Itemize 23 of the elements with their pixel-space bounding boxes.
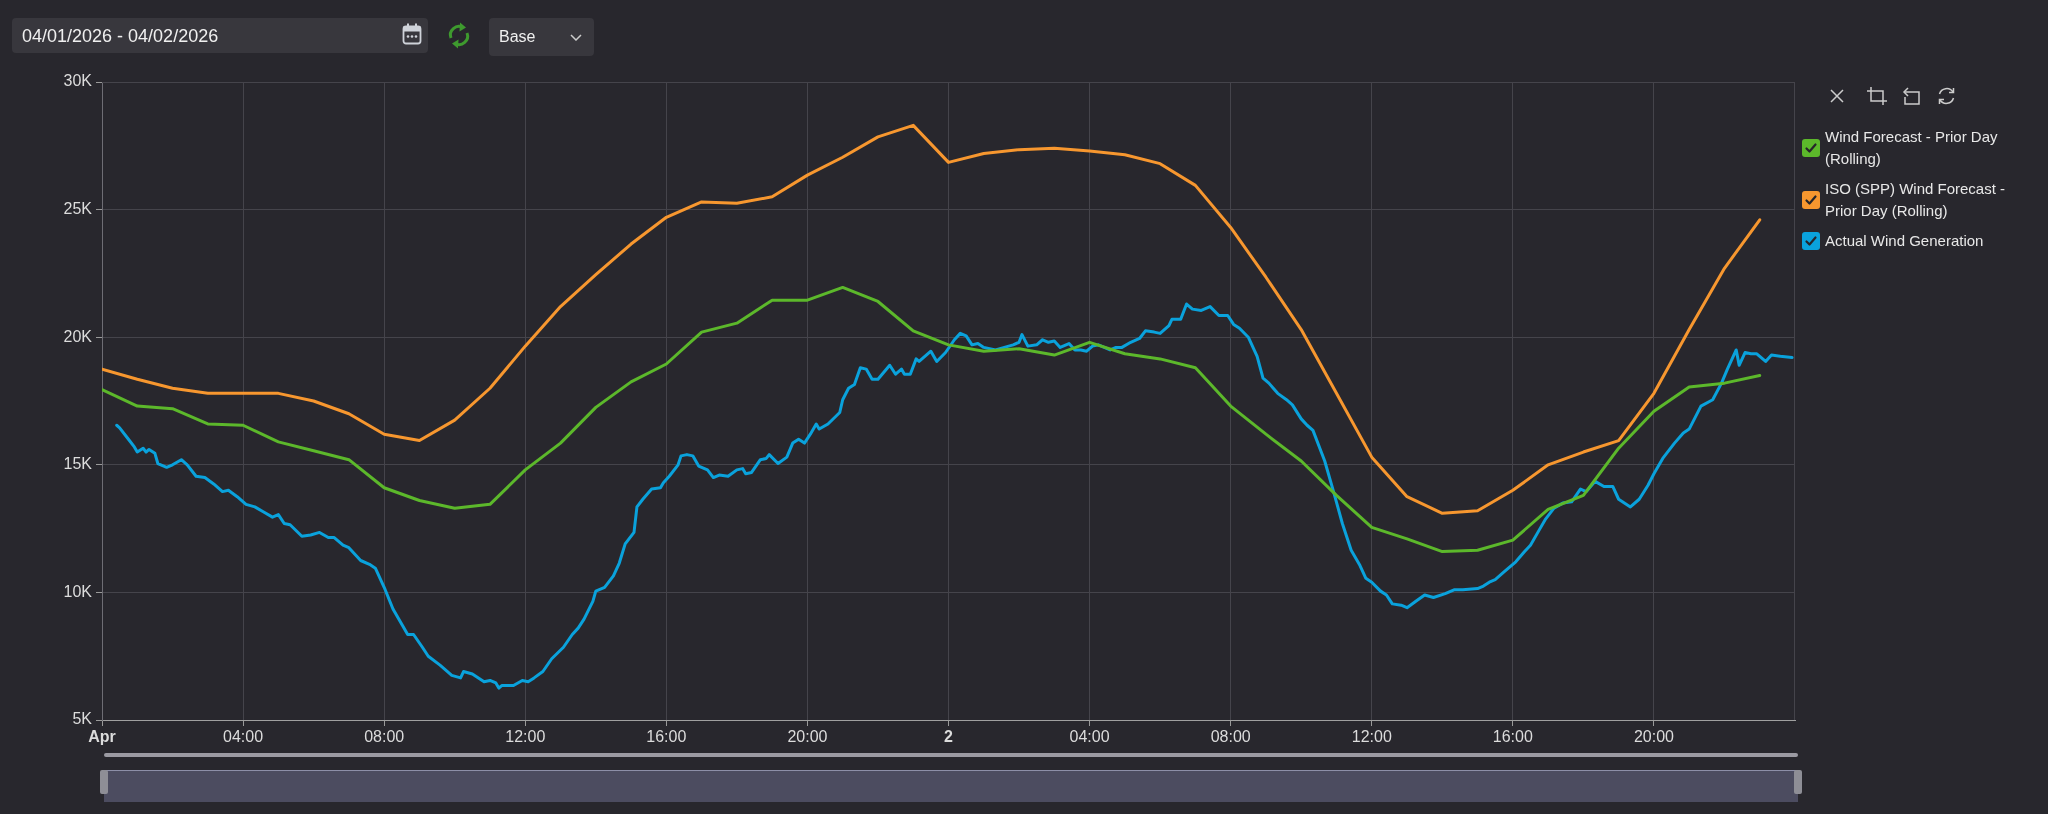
legend-label: ISO (SPP) Wind Forecast - Prior Day (Rolling)	[1825, 179, 2007, 221]
y-tick-label: 30K	[63, 72, 93, 90]
x-tick-label: 12:00	[505, 728, 546, 746]
x-tick-label: 08:00	[364, 728, 405, 746]
y-tick-label: 5K	[72, 710, 93, 728]
x-tick-label: 20:00	[787, 728, 828, 746]
x-tick-label: Apr	[88, 728, 116, 746]
legend-label: Actual Wind Generation	[1825, 231, 1985, 251]
x-tick-label: 04:00	[1069, 728, 1110, 746]
x-tick-label: 08:00	[1210, 728, 1251, 746]
x-tick-label: 20:00	[1633, 728, 1675, 746]
legend-label: Wind Forecast - Prior Day (Rolling)	[1825, 127, 1999, 169]
x-tick-label: 16:00	[646, 728, 687, 746]
x-tick-label: 2	[944, 728, 954, 746]
x-tick-label: 12:00	[1351, 728, 1392, 746]
text: 04/01/2026 - 04/02/2026	[22, 26, 219, 46]
y-tick-label: 20K	[63, 327, 93, 345]
x-tick-label: 04:00	[223, 728, 264, 746]
text: Base	[499, 28, 536, 46]
y-tick-label: 15K	[63, 455, 93, 473]
x-tick-label: 16:00	[1492, 728, 1533, 746]
y-tick-label: 25K	[63, 200, 93, 218]
y-tick-label: 10K	[63, 582, 93, 600]
